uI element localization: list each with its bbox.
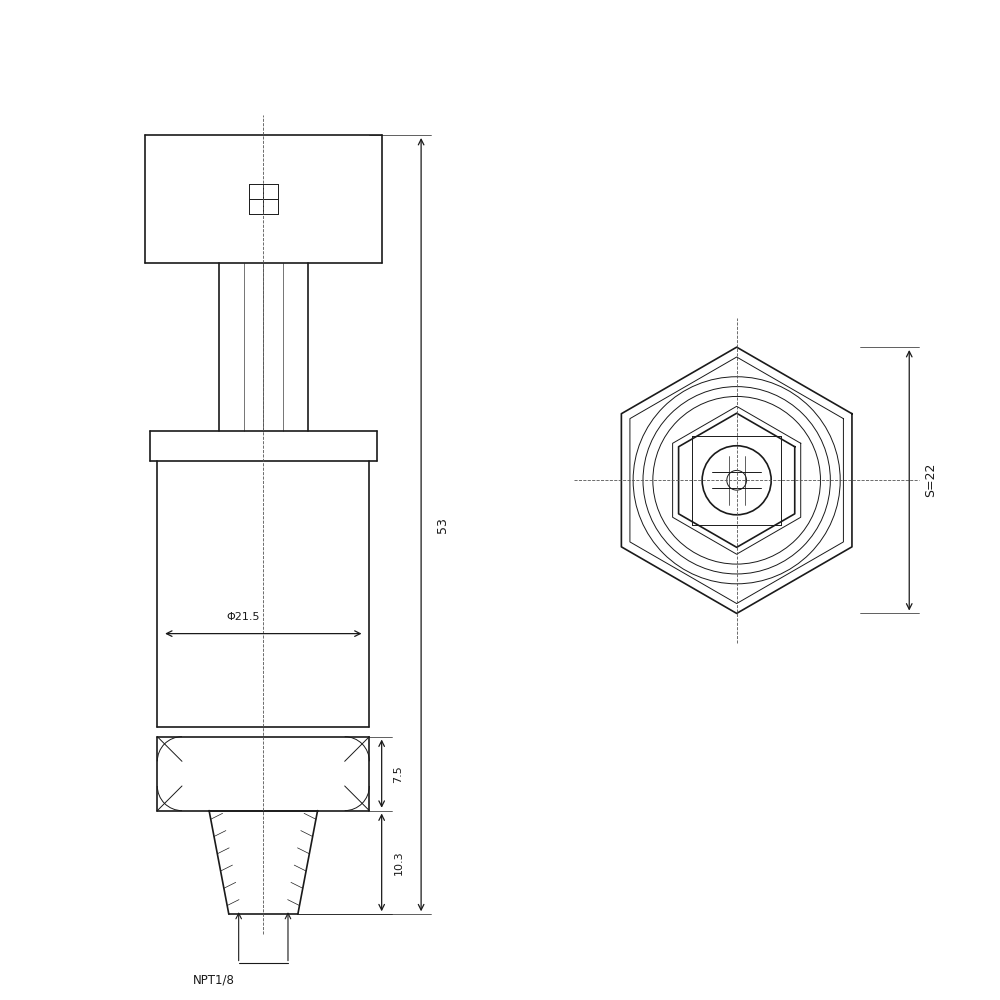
- Text: 10.3: 10.3: [394, 850, 404, 875]
- Text: 53: 53: [436, 517, 449, 533]
- Text: S=22: S=22: [924, 463, 937, 497]
- Text: NPT1/8: NPT1/8: [193, 973, 235, 986]
- Text: Φ21.5: Φ21.5: [227, 612, 260, 622]
- Text: 7.5: 7.5: [394, 765, 404, 783]
